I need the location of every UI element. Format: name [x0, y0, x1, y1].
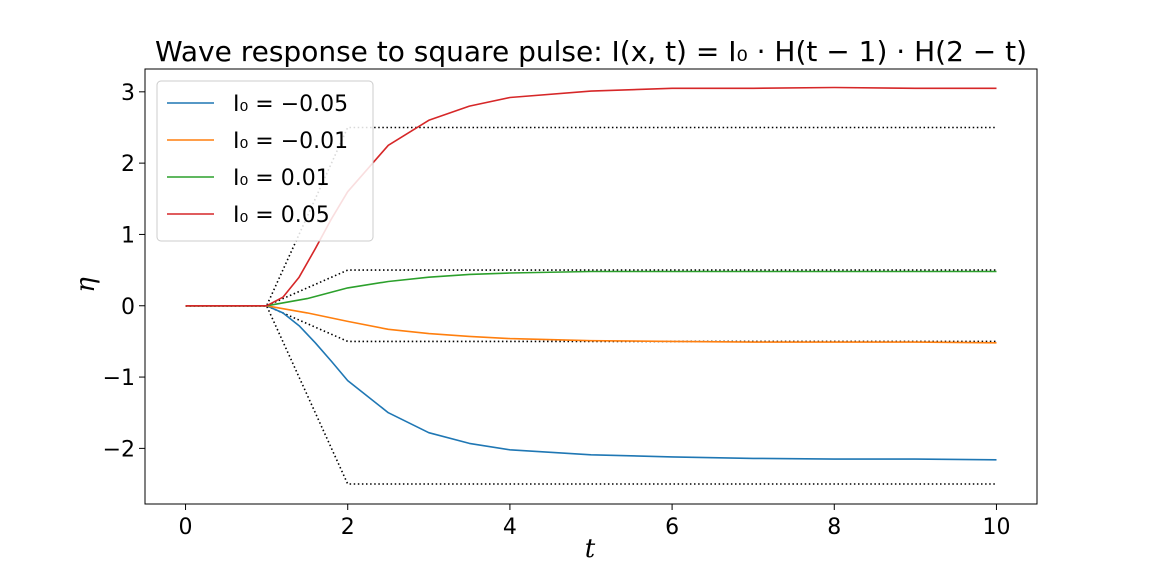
reference-line-1 — [185, 269, 997, 307]
chart-title: Wave response to square pulse: I(x, t) =… — [155, 35, 1027, 68]
reference-line-2 — [185, 304, 997, 343]
legend-label-1: I₀ = −0.01 — [233, 129, 348, 154]
legend-label-2: I₀ = 0.01 — [233, 166, 330, 191]
x-axis-label: t — [585, 534, 596, 564]
plot-frame — [144, 68, 1038, 505]
y-tick-label: −1 — [103, 366, 135, 391]
legend: I₀ = −0.05 I₀ = −0.01 I₀ = 0.01 I₀ = 0.05 — [156, 80, 374, 242]
y-axis-label: η — [71, 277, 101, 293]
series-line-1 — [185, 304, 997, 344]
plot-area: 0 2 4 6 8 10 −2 −1 0 1 2 3 — [103, 68, 1038, 540]
series-line-0 — [185, 304, 997, 461]
y-tick-label: 0 — [121, 295, 135, 320]
x-tick-label: 8 — [827, 515, 841, 540]
x-tick-label: 6 — [665, 515, 679, 540]
legend-box — [156, 80, 374, 242]
y-tick-label: 3 — [121, 81, 135, 106]
x-tick-label: 10 — [982, 515, 1010, 540]
series-line-2 — [185, 270, 997, 307]
y-tick-label: 2 — [121, 152, 135, 177]
legend-label-0: I₀ = −0.05 — [233, 92, 348, 117]
series-line-3 — [185, 86, 997, 307]
x-tick-label: 2 — [341, 515, 355, 540]
y-tick-label: −2 — [103, 437, 135, 462]
x-tick-label: 4 — [503, 515, 517, 540]
reference-line-3 — [185, 304, 997, 485]
x-tick-label: 0 — [179, 515, 193, 540]
legend-label-3: I₀ = 0.05 — [233, 203, 330, 228]
y-tick-label: 1 — [121, 223, 135, 248]
